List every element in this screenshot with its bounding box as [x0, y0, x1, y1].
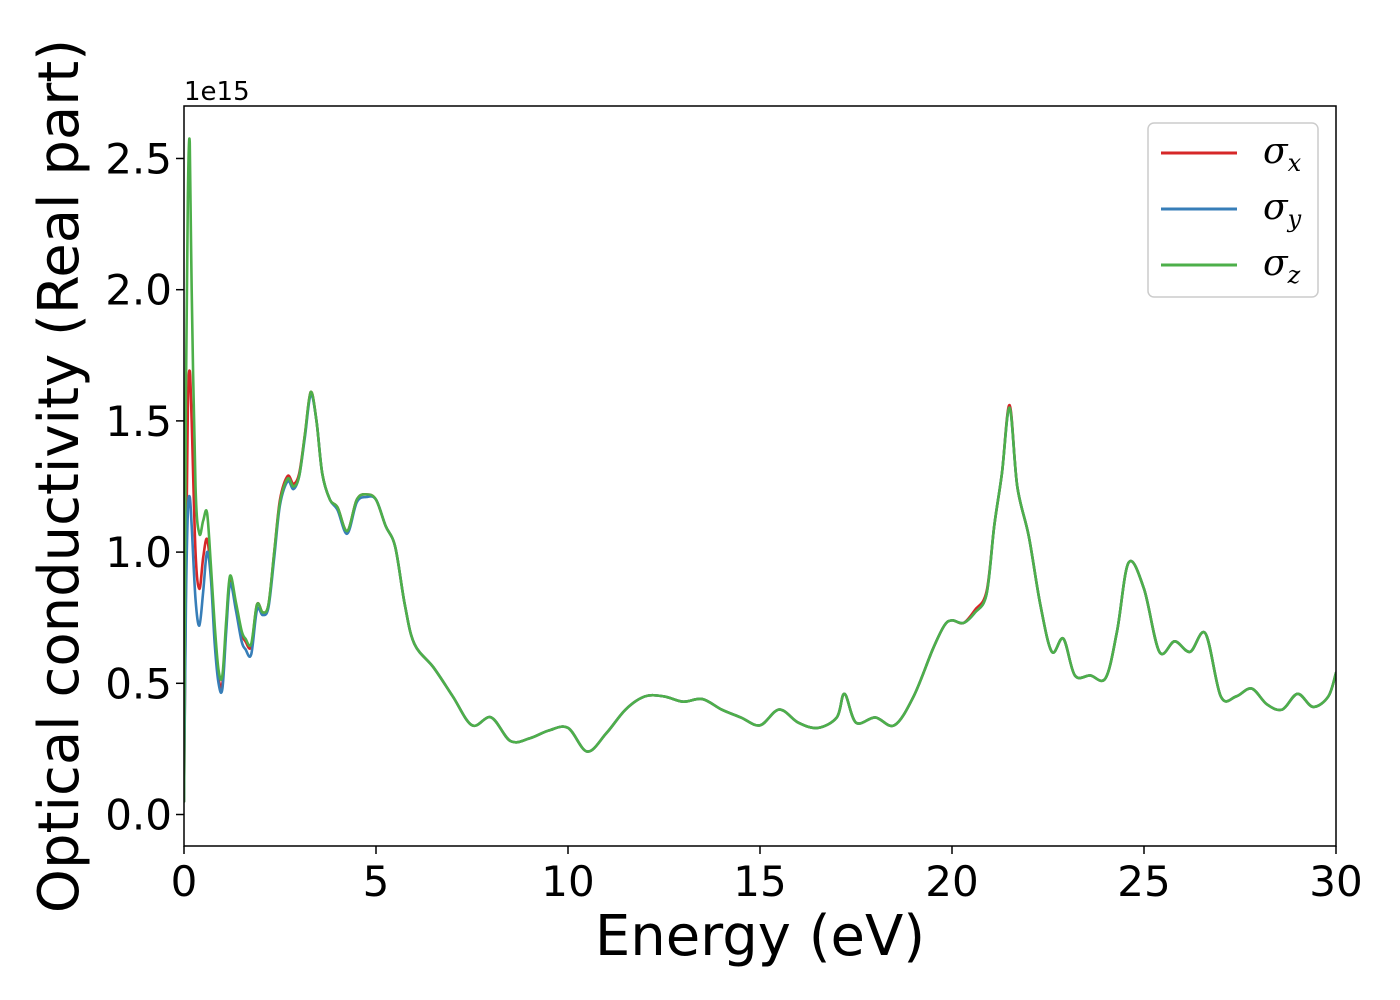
x-tick-label: 20	[925, 857, 978, 906]
y-tick-label: 2.0	[105, 266, 172, 315]
series-line-y	[184, 393, 1336, 803]
legend-subscript: z	[1287, 261, 1301, 289]
y-tick-label: 0.5	[105, 659, 172, 708]
x-axis-label: Energy (eV)	[595, 904, 925, 969]
legend-label-z: σz	[1263, 243, 1301, 289]
y-offset-label: 1e15	[184, 77, 250, 107]
series-layer	[184, 137, 1336, 803]
legend-symbol: σ	[1263, 187, 1289, 228]
y-tick-label: 1.0	[105, 528, 172, 577]
y-tick-label: 2.5	[105, 134, 172, 183]
x-tick-label: 0	[171, 857, 198, 906]
legend-subscript: x	[1288, 149, 1302, 177]
series-line-z	[184, 137, 1336, 803]
y-tick-label: 1.5	[105, 397, 172, 446]
x-tick-label: 25	[1117, 857, 1170, 906]
x-tick-label: 5	[363, 857, 390, 906]
y-tick-label: 0.0	[105, 791, 172, 840]
series-line-x	[184, 369, 1336, 803]
plot-area	[184, 137, 1336, 803]
legend-label-x: σx	[1263, 131, 1302, 177]
y-axis-label: Optical conductivity (Real part)	[27, 39, 92, 913]
legend-symbol: σ	[1263, 243, 1289, 284]
x-axis: 0 5 10 15 20 25 30	[171, 846, 1363, 906]
x-tick-label: 10	[541, 857, 594, 906]
x-tick-label: 15	[733, 857, 786, 906]
y-axis: 0.0 0.5 1.0 1.5 2.0 2.5	[105, 134, 184, 840]
legend-subscript: y	[1287, 205, 1302, 233]
legend-symbol: σ	[1263, 131, 1289, 172]
legend-label-y: σy	[1263, 187, 1302, 233]
x-tick-label: 30	[1309, 857, 1362, 906]
